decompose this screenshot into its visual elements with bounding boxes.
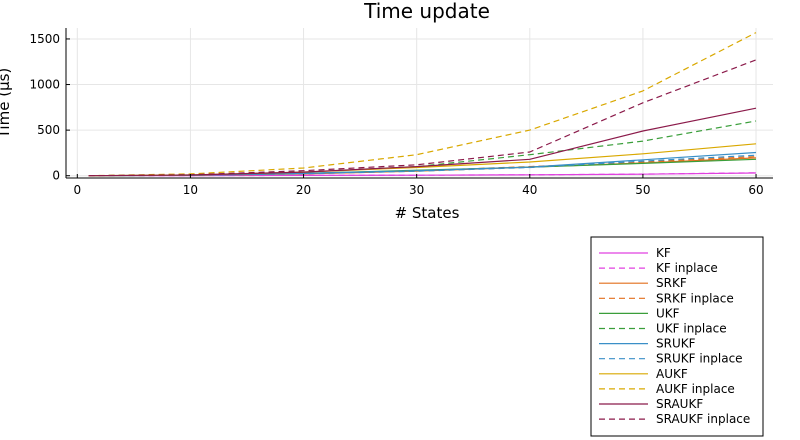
legend-label-ukf: UKF: [656, 306, 680, 320]
legend-box: [590, 236, 764, 437]
legend-label-ukf-inplace: UKF inplace: [656, 322, 727, 336]
x-ticks: 0 10 20 30 40 50 60: [73, 174, 764, 197]
series-line-aukf-inplace: [88, 32, 757, 177]
y-tick-label: 500: [37, 123, 60, 137]
y-axis-title: Time (μs): [0, 68, 13, 140]
legend-label-kf: KF: [656, 246, 671, 260]
x-tick-label: 0: [73, 183, 81, 197]
y-tick-label: 1000: [29, 78, 60, 92]
x-axis-title: # States: [395, 204, 460, 222]
legend-label-srukf: SRUKF: [656, 337, 696, 351]
legend-label-srukf-inplace: SRUKF inplace: [656, 352, 743, 366]
legend-label-kf-inplace: KF inplace: [656, 261, 718, 275]
legend-label-aukf: AUKF: [656, 367, 688, 381]
legend-label-sraukf: SRAUKF: [656, 397, 703, 411]
legend-label-srkf-inplace: SRKF inplace: [656, 291, 734, 305]
y-tick-label: 0: [52, 169, 60, 183]
x-tick-label: 60: [748, 183, 763, 197]
chart-title: Time update: [363, 0, 490, 23]
x-tick-label: 50: [635, 183, 650, 197]
legend-label-aukf-inplace: AUKF inplace: [656, 382, 735, 396]
x-tick-label: 20: [296, 183, 311, 197]
x-tick-label: 30: [409, 183, 424, 197]
y-ticks: 0 500 1000 1500: [29, 32, 70, 183]
plot-background: [66, 28, 773, 178]
legend-label-sraukf-inplace: SRAUKF inplace: [656, 412, 750, 426]
y-tick-label: 1500: [29, 32, 60, 46]
plot-area: 0 10 20 30 40 50 60 0 500 1000 1500: [29, 28, 773, 197]
x-tick-label: 10: [183, 183, 198, 197]
x-tick-label: 40: [522, 183, 537, 197]
legend-label-srkf: SRKF: [656, 276, 687, 290]
